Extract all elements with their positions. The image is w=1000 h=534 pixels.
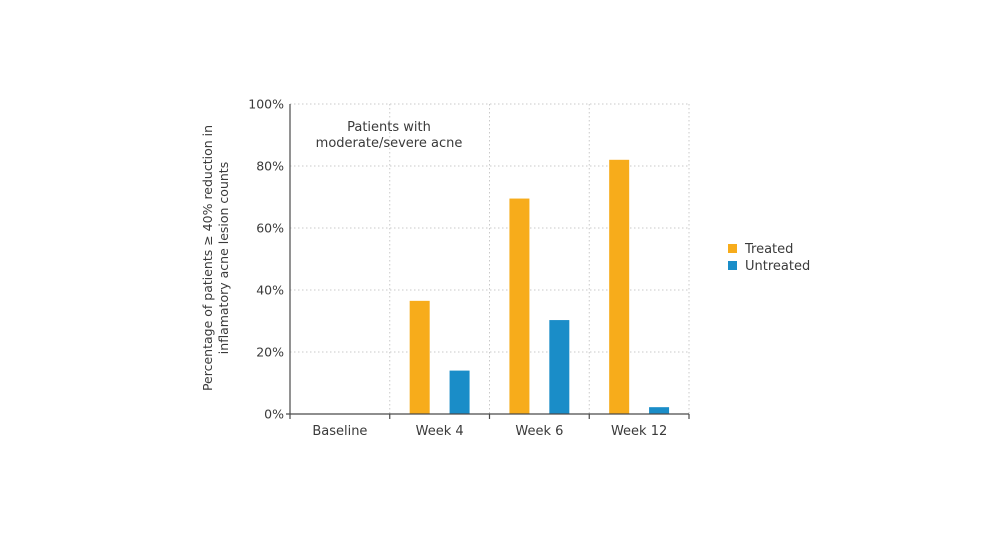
annotation-line-1: Patients with [347,120,431,135]
bar-treated-week-12 [609,159,630,414]
legend-label-untreated: Untreated [745,259,810,274]
bar-untreated-week-6 [549,320,570,414]
x-tick-label: Week 12 [611,424,667,439]
axes-layer: 0% 20% 40% 60% 80% 100% Baseline Week 4 Week 6 We… [248,97,690,439]
y-tick-label: 20% [256,345,284,360]
legend-swatch-treated [728,244,737,253]
y-tick-label: 80% [256,159,284,174]
bar-treated-week-6 [509,198,530,414]
x-tick-label: Week 6 [515,424,563,439]
y-tick-label: 40% [256,283,284,298]
y-axis-title-line-1: Percentage of patients ≥ 40% reduction i… [200,125,215,391]
bar-untreated-week-12 [649,407,670,414]
x-tick-label: Baseline [312,424,367,439]
bar-untreated-week-4 [449,370,470,414]
y-tick-label: 0% [264,407,284,422]
legend-swatch-untreated [728,261,737,270]
bar-treated-week-4 [409,300,430,414]
y-tick-label: 100% [248,97,284,112]
legend-label-treated: Treated [744,242,793,257]
annotation-line-2: moderate/severe acne [316,136,463,151]
x-tick-label: Week 4 [416,424,464,439]
legend: Treated Untreated [728,242,810,274]
y-axis-title-line-2: inflamatory acne lesion counts [216,162,231,354]
y-tick-label: 60% [256,221,284,236]
bars-layer [409,159,670,414]
